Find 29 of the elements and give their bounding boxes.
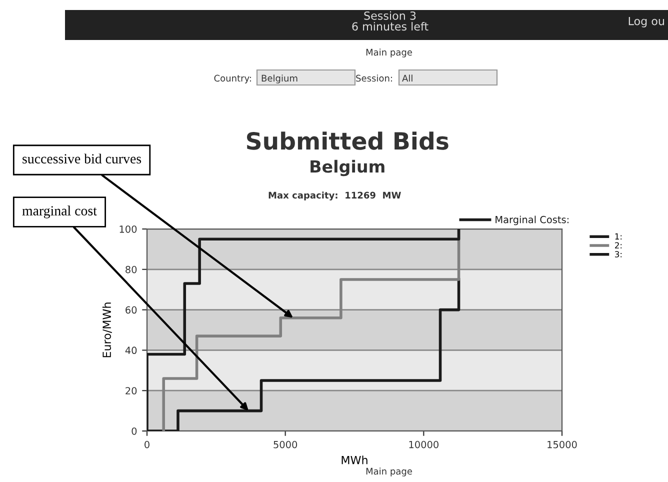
- text: Belgium: [262, 74, 298, 84]
- text: Session 3 6 minutes left: [352, 11, 428, 31]
- y-tick-label: 0: [132, 427, 137, 435]
- x-tick-label: 15000: [548, 440, 577, 448]
- chart-subtitle: Belgium: [310, 160, 384, 176]
- annotation: marginal cost: [22, 206, 97, 218]
- x-tick-label: 0: [144, 440, 150, 448]
- text: All: [402, 74, 412, 82]
- text: Main page: [366, 48, 412, 58]
- y-tick-label: 60: [126, 306, 137, 314]
- x-axis-title: MWh: [342, 456, 368, 464]
- text: Session:: [356, 74, 392, 82]
- text: Main page: [366, 468, 412, 476]
- x-tick-label: 5000: [274, 440, 298, 448]
- y-tick-label: 80: [126, 266, 137, 274]
- y-axis-title: Euro/MWh: [102, 302, 112, 358]
- x-tick-label: 10000: [409, 440, 438, 448]
- legend-label: 3:: [615, 251, 622, 258]
- legend-label: 1:: [615, 233, 622, 240]
- annotation: successive bid curves: [22, 154, 142, 164]
- legend-label: Marginal Costs:: [496, 216, 568, 226]
- text: Country:: [214, 74, 251, 84]
- text: Max capacity: 11269 MW: [268, 192, 401, 200]
- y-tick-label: 40: [125, 346, 137, 354]
- y-tick-label: 100: [120, 225, 137, 233]
- text: Log ou: [628, 16, 664, 28]
- y-tick-label: 20: [126, 387, 137, 394]
- chart-title: Submitted Bids: [246, 132, 448, 150]
- legend-label: 2:: [615, 242, 622, 248]
